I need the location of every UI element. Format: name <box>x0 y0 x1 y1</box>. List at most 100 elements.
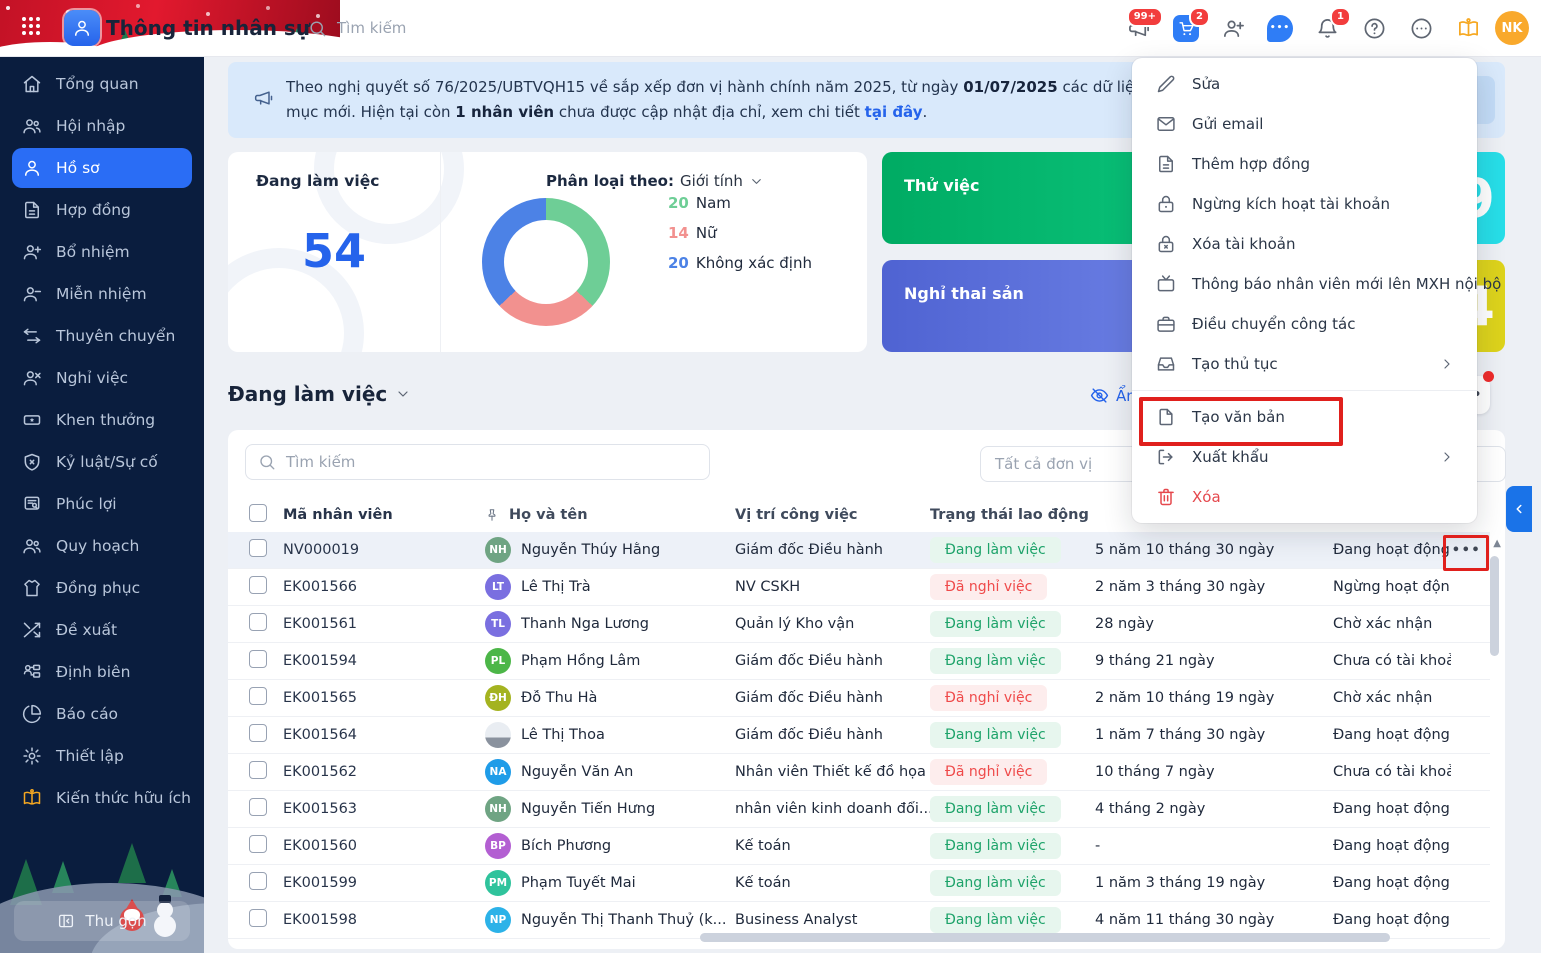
menu-item-xuat-khau[interactable]: Xuất khẩu <box>1132 437 1477 477</box>
account-status: Đang hoạt động <box>1333 542 1450 558</box>
table-row[interactable]: EK001560 BP Bích Phương Kế toán Đang làm việ… <box>228 828 1490 865</box>
trash-icon <box>1156 487 1176 507</box>
menu-item-xoa-tai-khoan[interactable]: Xóa tài khoản <box>1132 224 1477 264</box>
more-icon[interactable] <box>1408 15 1434 41</box>
sidebar-item-mien-nhiem[interactable]: Miễn nhiệm <box>12 274 192 314</box>
employee-name: Lê Thị Thoa <box>521 727 605 743</box>
export-icon <box>1156 447 1176 467</box>
banner-detail-link[interactable]: tại đây <box>864 103 923 121</box>
menu-item-gui-email[interactable]: Gửi email <box>1132 104 1477 144</box>
help-icon[interactable] <box>1361 15 1387 41</box>
row-more-button[interactable]: ••• <box>1451 542 1482 558</box>
row-checkbox[interactable] <box>249 650 267 668</box>
avatar: BP <box>485 833 511 859</box>
row-checkbox[interactable] <box>249 872 267 890</box>
menu-item-thong-bao-mxh[interactable]: Thông báo nhân viên mới lên MXH nội bộ <box>1132 264 1501 304</box>
megaphone-icon[interactable]: 99+ <box>1126 7 1163 41</box>
table-search-input[interactable]: Tìm kiếm <box>245 444 710 480</box>
menu-item-dieu-chuyen[interactable]: Điều chuyển công tác <box>1132 304 1477 344</box>
row-checkbox[interactable] <box>249 835 267 853</box>
more-icon <box>1410 17 1433 40</box>
table-row[interactable]: EK001561 TL Thanh Nga Lương Quản lý Kho vận… <box>228 606 1490 643</box>
employee-code: EK001563 <box>283 801 358 817</box>
account-status: Đang hoạt động <box>1333 912 1450 928</box>
row-checkbox[interactable] <box>249 909 267 927</box>
account-status: Chưa có tài khoả <box>1333 764 1451 780</box>
table-scroll-up-arrow[interactable]: ▲ <box>1493 538 1501 549</box>
row-checkbox[interactable] <box>249 798 267 816</box>
sidebar-item-de-xuat[interactable]: Đề xuất <box>12 610 192 650</box>
table-row[interactable]: EK001563 NH Nguyễn Tiến Hưng nhân viên kinh… <box>228 791 1490 828</box>
sidebar-item-quy-hoach[interactable]: Quy hoạch <box>12 526 192 566</box>
chat-icon[interactable]: ••• <box>1267 14 1293 42</box>
topbar-icons: 99+ 2 ••• 1 <box>1126 0 1481 56</box>
column-header-status[interactable]: Trạng thái lao động <box>930 507 1089 523</box>
employee-code: EK001599 <box>283 875 358 891</box>
menu-item-tao-van-ban[interactable]: Tạo văn bản <box>1132 397 1477 437</box>
sidebar-item-nghi-viec[interactable]: Nghỉ việc <box>12 358 192 398</box>
sidebar-item-thuyen-chuyen[interactable]: Thuyên chuyển <box>12 316 192 356</box>
sidebar-item-khen-thuong[interactable]: Khen thưởng <box>12 400 192 440</box>
row-checkbox[interactable] <box>249 687 267 705</box>
cart-icon[interactable]: 2 <box>1173 7 1210 42</box>
user-add-icon[interactable] <box>1220 15 1246 41</box>
select-all-checkbox[interactable] <box>249 504 267 522</box>
app-logo[interactable] <box>64 10 100 46</box>
user-avatar[interactable]: NK <box>1495 11 1529 45</box>
row-checkbox[interactable] <box>249 761 267 779</box>
section-title-dropdown[interactable]: Đang làm việc <box>228 382 411 406</box>
sidebar-item-tong-quan[interactable]: Tổng quan <box>12 64 192 104</box>
status-badge: Đang làm việc <box>930 870 1061 896</box>
sidebar-item-bao-cao[interactable]: Báo cáo <box>12 694 192 734</box>
tv-icon <box>1156 274 1176 294</box>
sidebar-item-label: Phúc lợi <box>56 495 117 513</box>
employee-table-body: NV000019 NH Nguyễn Thúy Hằng Giám đốc Điều … <box>228 532 1490 939</box>
status-badge: Đang làm việc <box>930 907 1061 933</box>
table-horizontal-scrollbar[interactable] <box>700 933 1390 942</box>
app-launcher-grid-icon[interactable] <box>22 17 40 35</box>
menu-item-label: Thêm hợp đồng <box>1192 155 1310 173</box>
employee-position: Giám đốc Điều hành <box>735 542 883 558</box>
menu-item-them-hop-dong[interactable]: Thêm hợp đồng <box>1132 144 1477 184</box>
row-checkbox[interactable] <box>249 613 267 631</box>
row-checkbox[interactable] <box>249 724 267 742</box>
sidebar-item-thiet-lap[interactable]: Thiết lập <box>12 736 192 776</box>
sidebar-collapse-button[interactable]: Thu gọn <box>14 901 190 941</box>
sidebar-item-bo-nhiem[interactable]: Bổ nhiệm <box>12 232 192 272</box>
employee-position: Kế toán <box>735 875 791 891</box>
menu-item-sua[interactable]: Sửa <box>1132 64 1477 104</box>
column-header-position[interactable]: Vị trí công việc <box>735 507 858 523</box>
status-badge: Đã nghỉ việc <box>930 759 1048 785</box>
knowledge-icon[interactable] <box>1455 15 1481 41</box>
sidebar-item-dinh-bien[interactable]: Định biên <box>12 652 192 692</box>
sidebar-item-hop-dong[interactable]: Hợp đồng <box>12 190 192 230</box>
chevron-down-icon <box>395 386 411 402</box>
sidebar-item-phuc-loi[interactable]: Phúc lợi <box>12 484 192 524</box>
menu-item-xoa[interactable]: Xóa <box>1132 477 1477 517</box>
row-checkbox[interactable] <box>249 576 267 594</box>
table-vertical-scrollbar[interactable] <box>1490 556 1499 656</box>
menu-item-tao-thu-tuc[interactable]: Tạo thủ tục <box>1132 344 1477 384</box>
table-row[interactable]: EK001566 LT Lê Thị Trà NV CSKH Đã nghỉ việc 2… <box>228 569 1490 606</box>
account-status: Đang hoạt động <box>1333 727 1450 743</box>
sidebar-item-ho-so[interactable]: Hồ sơ <box>12 148 192 188</box>
menu-item-ngung-kich-hoat[interactable]: Ngừng kích hoạt tài khoản <box>1132 184 1477 224</box>
sidebar-item-kien-thuc[interactable]: Kiến thức hữu ích <box>12 778 192 818</box>
table-row[interactable]: NV000019 NH Nguyễn Thúy Hằng Giám đốc Điều … <box>228 532 1490 569</box>
bell-icon[interactable]: 1 <box>1314 7 1351 41</box>
avatar: NH <box>485 796 511 822</box>
table-row[interactable]: EK001564 Lê Thị Thoa Giám đốc Điều hành Đan… <box>228 717 1490 754</box>
table-row[interactable]: EK001594 PL Phạm Hồng Lâm Giám đốc Điều hàn… <box>228 643 1490 680</box>
global-search-input[interactable]: Tìm kiếm <box>308 0 406 56</box>
table-row[interactable]: EK001565 ĐH Đỗ Thu Hà Giám đốc Điều hành Đã … <box>228 680 1490 717</box>
table-row[interactable]: EK001599 PM Phạm Tuyết Mai Kế toán Đang làm … <box>228 865 1490 902</box>
column-header-name[interactable]: Họ và tên <box>485 507 735 523</box>
sidebar-item-hoi-nhap[interactable]: Hội nhập <box>12 106 192 146</box>
sidebar-item-dong-phuc[interactable]: Đồng phục <box>12 568 192 608</box>
sidebar-item-ky-luat-su-co[interactable]: Kỷ luật/Sự cố <box>12 442 192 482</box>
classify-selector[interactable]: Phân loại theo: Giới tính <box>546 172 764 190</box>
side-panel-expand-tab[interactable] <box>1506 486 1532 532</box>
row-checkbox[interactable] <box>249 539 267 557</box>
column-header-code[interactable]: Mã nhân viên <box>283 507 393 523</box>
table-row[interactable]: EK001562 NA Nguyễn Văn An Nhân viên Thiết k… <box>228 754 1490 791</box>
